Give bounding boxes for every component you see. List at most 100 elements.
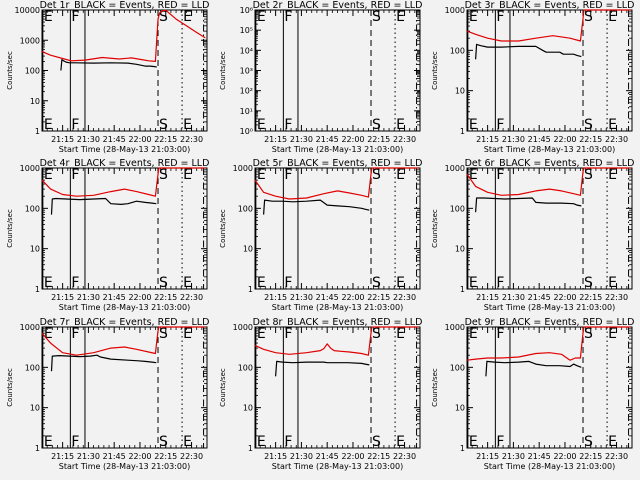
marker-label: E	[608, 326, 617, 342]
y-tick-label: 1000	[20, 323, 40, 332]
marker-label: F	[496, 326, 504, 342]
panel-det4: Det 4r_BLACK = Events, RED = LLD 1 10 100 10…	[6, 158, 209, 312]
marker-label: S	[159, 167, 168, 183]
x-tick-label: 22:00	[553, 452, 576, 461]
panel-det7: Det 7r_BLACK = Events, RED = LLD 1 10 100 10…	[6, 317, 209, 471]
y-axis-title: Counts/sec	[219, 368, 227, 407]
marker-label: E	[44, 326, 53, 342]
series-line-black	[50, 354, 157, 372]
x-tick-label: 22:30	[393, 293, 416, 302]
marker-label: F	[71, 9, 79, 25]
y-tick-label: 1	[460, 444, 465, 453]
marker-label: F	[71, 326, 79, 342]
marker-label-bottom: E	[44, 117, 53, 133]
marker-label: E	[183, 326, 192, 342]
marker-label-bottom: S	[159, 117, 168, 133]
y-tick-label: 1000	[20, 164, 40, 173]
marker-label: S	[372, 167, 381, 183]
marker-label-bottom: F	[284, 434, 292, 450]
y-tick-label: 10⁶	[240, 6, 253, 15]
marker-label: S	[584, 9, 593, 25]
series-line-red	[41, 9, 206, 63]
x-tick-label: 22:30	[180, 135, 203, 144]
x-tick-label: 21:15	[476, 135, 499, 144]
x-tick-label: 21:30	[502, 452, 525, 461]
marker-label: F	[71, 167, 79, 183]
marker-label: E	[183, 9, 192, 25]
y-tick-label: 1000	[445, 6, 465, 15]
x-tick-label: 22:15	[154, 293, 177, 302]
y-tick-label: 100	[25, 363, 40, 372]
series-line-red	[466, 326, 631, 361]
y-tick-label: 1000	[445, 323, 465, 332]
marker-label: F	[284, 9, 292, 25]
panel-title: Det 2r_BLACK = Events, RED = LLD	[253, 0, 423, 11]
x-tick-label: 22:00	[553, 293, 576, 302]
y-tick-label: 10¹	[240, 107, 253, 116]
series-line-black	[263, 199, 370, 215]
x-tick-label: 22:15	[367, 293, 390, 302]
y-tick-label: 10⁴	[240, 46, 253, 55]
panel-det3: Det 3r_BLACK = Events, RED = LLD 1 10 100 10…	[431, 0, 634, 154]
marker-label: S	[159, 9, 168, 25]
x-tick-label: 21:30	[502, 135, 525, 144]
x-tick-label: 21:15	[476, 293, 499, 302]
x-tick-label: 21:30	[77, 452, 100, 461]
panel-title: Det 8r_BLACK = Events, RED = LLD	[253, 317, 423, 328]
x-tick-label: 21:15	[264, 135, 287, 144]
panel-title: Det 5r_BLACK = Events, RED = LLD	[253, 158, 423, 169]
x-tick-label: 21:45	[316, 293, 339, 302]
x-tick-label: 21:30	[77, 293, 100, 302]
marker-label-bottom: E	[183, 275, 192, 291]
marker-label: S	[372, 9, 381, 25]
y-tick-label: 10	[30, 97, 40, 106]
marker-label: S	[372, 326, 381, 342]
y-tick-label: 10	[455, 245, 465, 254]
marker-label: S	[584, 326, 593, 342]
y-tick-label: 10	[30, 245, 40, 254]
y-tick-label: 1000	[233, 164, 253, 173]
x-tick-label: 22:00	[553, 135, 576, 144]
y-tick-label: 100	[238, 363, 253, 372]
marker-label-bottom: E	[396, 117, 405, 133]
marker-label-bottom: F	[496, 434, 504, 450]
marker-label-bottom: S	[159, 275, 168, 291]
marker-label: E	[44, 167, 53, 183]
panel-title: Det 6r_BLACK = Events, RED = LLD	[465, 158, 635, 169]
y-tick-label: 100	[238, 204, 253, 213]
x-axis-title: Start Time (28-May-13 21:03:00)	[272, 145, 403, 154]
x-tick-label: 21:15	[476, 452, 499, 461]
marker-label: E	[257, 9, 266, 25]
marker-label-bottom: E	[608, 275, 617, 291]
x-tick-label: 22:00	[341, 293, 364, 302]
x-tick-label: 21:45	[103, 135, 126, 144]
marker-label-bottom: S	[372, 117, 381, 133]
y-axis-title: Counts/sec	[219, 51, 227, 90]
x-tick-label: 21:45	[528, 452, 551, 461]
marker-label: E	[396, 326, 405, 342]
y-tick-label: 10⁰	[240, 127, 253, 136]
y-tick-label: 100	[25, 67, 40, 76]
marker-label-bottom: E	[469, 434, 478, 450]
marker-label: E	[396, 9, 405, 25]
marker-label-bottom: E	[396, 434, 405, 450]
y-axis-title: Counts/sec	[431, 368, 439, 407]
x-tick-label: 21:30	[77, 135, 100, 144]
series-line-black	[60, 58, 157, 71]
panel-det8: Det 8r_BLACK = Events, RED = LLD 1 10 100 10…	[219, 317, 422, 471]
y-tick-label: 10000	[15, 6, 40, 15]
marker-label: E	[469, 326, 478, 342]
x-tick-label: 21:30	[290, 135, 313, 144]
series-line-red	[41, 167, 206, 197]
y-tick-label: 1	[35, 285, 40, 294]
marker-label-bottom: S	[372, 275, 381, 291]
marker-label-bottom: S	[372, 434, 381, 450]
x-tick-label: 22:00	[341, 452, 364, 461]
panel-det1: Det 1r_BLACK = Events, RED = LLD 1 10 100 10…	[6, 0, 209, 154]
y-tick-label: 10³	[240, 67, 253, 76]
marker-label-bottom: S	[159, 434, 168, 450]
y-tick-label: 1000	[233, 323, 253, 332]
marker-label: F	[496, 9, 504, 25]
x-tick-label: 21:45	[103, 452, 126, 461]
series-line-red	[41, 326, 206, 356]
